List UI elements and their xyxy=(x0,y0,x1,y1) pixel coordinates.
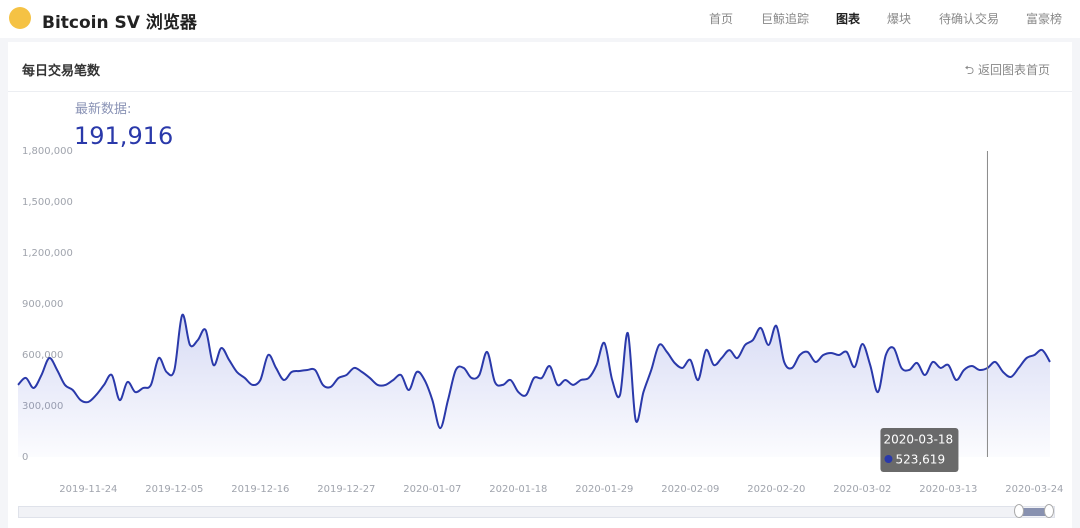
y-tick-label: 600,000 xyxy=(22,350,63,361)
x-tick-label: 2019-12-16 xyxy=(231,484,289,495)
zoom-handle[interactable] xyxy=(1014,504,1024,518)
zoom-window[interactable] xyxy=(1020,508,1050,516)
back-icon: ⮌ xyxy=(964,63,978,77)
nav-item[interactable]: 富豪榜 xyxy=(1026,12,1063,26)
x-tick-label: 2020-03-24 xyxy=(1005,484,1063,495)
tooltip: 2020-03-18 523,619 xyxy=(880,428,959,472)
chart: 0300,000600,000900,0001,200,0001,500,000… xyxy=(17,146,1063,495)
nav-item[interactable]: 首页 xyxy=(709,12,734,26)
y-tick-label: 0 xyxy=(22,452,28,463)
x-tick-label: 2019-12-27 xyxy=(317,484,375,495)
separator xyxy=(8,91,1072,92)
tooltip-date: 2020-03-18 xyxy=(883,433,953,447)
x-tick-label: 2020-01-29 xyxy=(575,484,633,495)
tooltip-box xyxy=(880,428,959,472)
card-title: 每日交易笔数 xyxy=(22,64,101,79)
latest-label: 最新数据: xyxy=(75,102,132,117)
x-tick-label: 2020-02-09 xyxy=(661,484,719,495)
nav-item[interactable]: 待确认交易 xyxy=(939,12,1000,26)
brand[interactable]: Bitcoin SV 浏览器 xyxy=(42,13,197,33)
line-area xyxy=(18,314,1050,457)
y-tick-label: 1,800,000 xyxy=(22,146,73,157)
nav-item[interactable]: 图表 xyxy=(836,12,861,26)
nav-item[interactable]: 爆块 xyxy=(887,12,912,26)
x-tick-label: 2020-02-20 xyxy=(747,484,805,495)
logo[interactable] xyxy=(9,7,31,29)
y-tick-label: 1,200,000 xyxy=(22,248,73,259)
tooltip-value: 523,619 xyxy=(895,453,945,467)
x-tick-label: 2019-11-24 xyxy=(59,484,117,495)
back-link[interactable]: ⮌ 返回图表首页 xyxy=(965,61,1050,82)
x-tick-label: 2020-01-07 xyxy=(403,484,461,495)
data-zoom[interactable] xyxy=(18,504,1055,518)
data-line xyxy=(17,313,1051,430)
x-tick-label: 2020-03-02 xyxy=(833,484,891,495)
back-text[interactable]: 返回图表首页 xyxy=(977,63,1050,77)
y-tick-label: 1,500,000 xyxy=(22,197,73,208)
x-tick-label: 2019-12-05 xyxy=(145,484,203,495)
x-tick-label: 2020-01-18 xyxy=(489,484,547,495)
zoom-handle[interactable] xyxy=(1044,504,1054,518)
y-tick-label: 900,000 xyxy=(22,299,63,310)
header: Bitcoin SV 浏览器 首页 巨鲸追踪 图表 爆块 待确认交易 富豪榜 xyxy=(0,0,1080,38)
x-tick-label: 2020-03-13 xyxy=(919,484,977,495)
tooltip-dot xyxy=(884,455,893,463)
nav-item[interactable]: 巨鲸追踪 xyxy=(761,12,810,26)
latest-value: 191,916 xyxy=(74,122,174,150)
